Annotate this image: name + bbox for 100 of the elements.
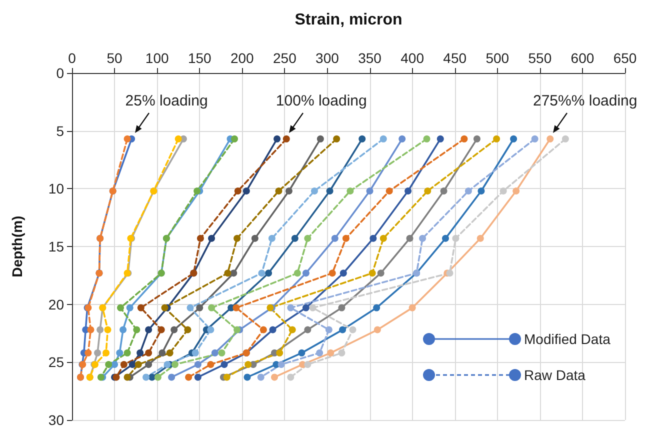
y-tick-label: 25 — [48, 354, 64, 370]
point — [186, 304, 194, 312]
point — [304, 360, 312, 368]
y-tick-label: 10 — [48, 180, 64, 197]
point — [287, 374, 294, 381]
point — [442, 234, 449, 242]
point — [194, 374, 202, 381]
point — [342, 234, 350, 242]
point — [244, 374, 251, 381]
point — [224, 270, 232, 277]
x-tick-label: 50 — [106, 50, 123, 66]
point — [265, 270, 272, 277]
point — [196, 234, 204, 242]
point — [111, 360, 118, 368]
point — [234, 326, 241, 334]
x-tick-label: 100 — [145, 50, 169, 66]
point — [278, 360, 285, 368]
point — [304, 234, 312, 242]
point — [258, 270, 266, 277]
point — [423, 135, 430, 142]
point — [512, 187, 520, 194]
point — [251, 234, 258, 242]
point — [275, 187, 282, 194]
point — [302, 304, 310, 312]
point — [268, 234, 276, 242]
point — [208, 234, 216, 242]
point — [282, 135, 290, 142]
point — [473, 135, 480, 142]
point — [316, 135, 324, 142]
point — [174, 135, 182, 142]
point — [154, 374, 162, 381]
point — [291, 234, 298, 242]
point — [325, 326, 332, 334]
point — [274, 135, 281, 142]
point — [120, 326, 127, 334]
point — [87, 326, 94, 334]
point — [260, 326, 267, 334]
point — [158, 326, 165, 334]
y-axis-title: Depth(m) — [9, 216, 25, 278]
point — [340, 270, 347, 277]
x-tick-label: 150 — [188, 50, 212, 66]
point — [349, 326, 356, 334]
point — [102, 349, 110, 356]
point — [137, 304, 144, 312]
point — [440, 187, 448, 194]
point — [234, 234, 241, 242]
point — [84, 349, 92, 356]
point — [302, 270, 310, 277]
point — [333, 135, 340, 142]
point — [230, 270, 238, 277]
annotation: 25% loading — [125, 92, 208, 110]
x-tick-label: 550 — [528, 50, 552, 66]
x-tick-label: 400 — [400, 50, 424, 66]
y-tick-label: 15 — [48, 238, 64, 254]
point — [145, 360, 152, 368]
point — [116, 349, 124, 356]
point — [380, 135, 387, 142]
point — [380, 234, 387, 242]
point — [404, 187, 412, 194]
point — [288, 326, 296, 334]
point — [124, 374, 131, 381]
point — [269, 326, 276, 334]
point — [424, 187, 432, 194]
point — [327, 349, 334, 356]
x-axis-title: Strain, micron — [294, 12, 402, 28]
point — [338, 304, 346, 312]
point — [242, 187, 250, 194]
point — [408, 304, 416, 312]
point — [134, 360, 142, 368]
x-tick-label: 450 — [443, 50, 467, 66]
point — [171, 360, 178, 368]
point — [257, 374, 264, 381]
point — [161, 304, 168, 312]
x-tick-label: 0 — [68, 50, 76, 66]
point — [562, 135, 569, 142]
point — [304, 326, 312, 334]
point — [158, 349, 166, 356]
point — [338, 349, 346, 356]
point — [358, 135, 366, 142]
point — [500, 187, 507, 194]
point — [196, 304, 204, 312]
point — [170, 326, 178, 334]
x-tick-label: 300 — [316, 50, 340, 66]
annotation: Modified Data — [524, 331, 610, 347]
point — [166, 349, 174, 356]
point — [220, 360, 228, 368]
point — [310, 187, 318, 194]
point — [208, 304, 216, 312]
point — [373, 304, 380, 312]
point — [96, 326, 104, 334]
point — [194, 187, 201, 194]
point — [316, 349, 324, 356]
point — [346, 187, 354, 194]
point — [476, 234, 484, 242]
point — [168, 374, 176, 381]
point — [478, 187, 485, 194]
point — [234, 187, 242, 194]
point — [326, 187, 334, 194]
point — [232, 304, 240, 312]
point — [446, 270, 454, 277]
